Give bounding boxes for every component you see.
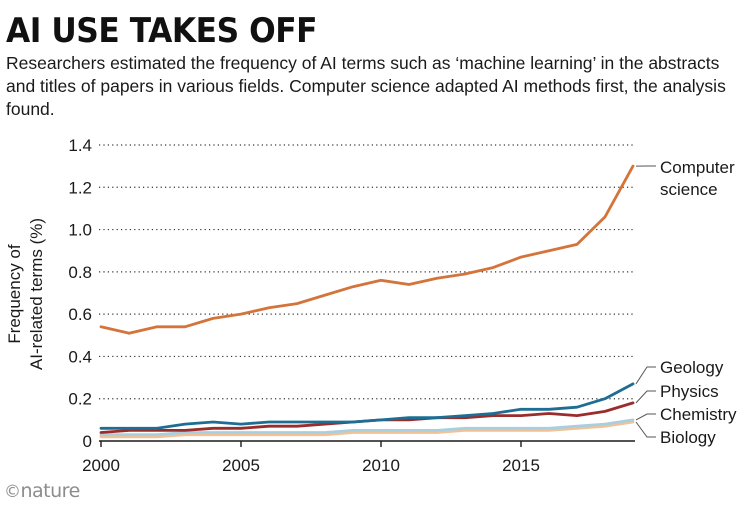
- series-label-physics: Physics: [660, 382, 719, 401]
- x-tick-label: 2000: [82, 456, 120, 475]
- series-label-line: Biology: [660, 428, 716, 447]
- series-label-line: Computer: [660, 158, 735, 177]
- copyright-icon: ©: [4, 482, 21, 502]
- series-label-line: science: [660, 180, 718, 199]
- series-label-biology: Biology: [660, 428, 716, 447]
- series-label-geology: Geology: [660, 358, 724, 377]
- series-label-line: Geology: [660, 358, 724, 377]
- y-tick-label: 1.0: [68, 221, 92, 240]
- y-tick-label: 0.8: [68, 263, 92, 282]
- nature-logo: ©nature: [4, 480, 80, 502]
- series-line-computer-science: [99, 164, 635, 335]
- y-tick-label: 0.2: [68, 390, 92, 409]
- series-label-computer-science: Computer science: [660, 158, 735, 199]
- chart-title: AI USE TAKES OFF: [6, 11, 318, 51]
- y-tick-label: 0: [83, 432, 92, 451]
- x-tick-label: 2005: [222, 456, 260, 475]
- y-tick-label: 1.2: [68, 178, 92, 197]
- axes: 0 0.2 0.4 0.6 0.8 1.0 1.2 1.4 2000 2005 2010 2015 Fr…: [5, 136, 635, 475]
- x-tick-label: 2015: [502, 456, 540, 475]
- y-axis-title: Frequency of AI-related terms (%): [5, 218, 46, 370]
- chart-subtitle: Researchers estimated the frequency of A…: [6, 53, 726, 119]
- series-label-line: Physics: [660, 382, 719, 401]
- leader-line-geology: [635, 366, 656, 385]
- x-tick-label: 2010: [362, 456, 400, 475]
- leader-line-chemistry: [635, 413, 656, 421]
- y-tick-label: 1.4: [68, 136, 92, 155]
- leader-line-biology: [635, 421, 656, 438]
- series-line-geology: [99, 382, 635, 430]
- series-labels: Computer science Geology Physics Chemistry Bi…: [635, 158, 737, 447]
- logo-text: nature: [20, 480, 81, 502]
- leader-line-physics: [635, 390, 656, 404]
- y-axis-title-line: AI-related terms (%): [27, 218, 46, 370]
- y-tick-label: 0.6: [68, 305, 92, 324]
- gridlines: [99, 144, 635, 400]
- y-tick-label: 0.4: [68, 347, 92, 366]
- series-line-biology: [99, 420, 635, 439]
- series-line-chemistry: [99, 418, 635, 437]
- series-lines: [99, 164, 635, 439]
- y-axis-title-line: Frequency of: [5, 244, 24, 343]
- series-label-chemistry: Chemistry: [660, 405, 737, 424]
- series-label-line: Chemistry: [660, 405, 737, 424]
